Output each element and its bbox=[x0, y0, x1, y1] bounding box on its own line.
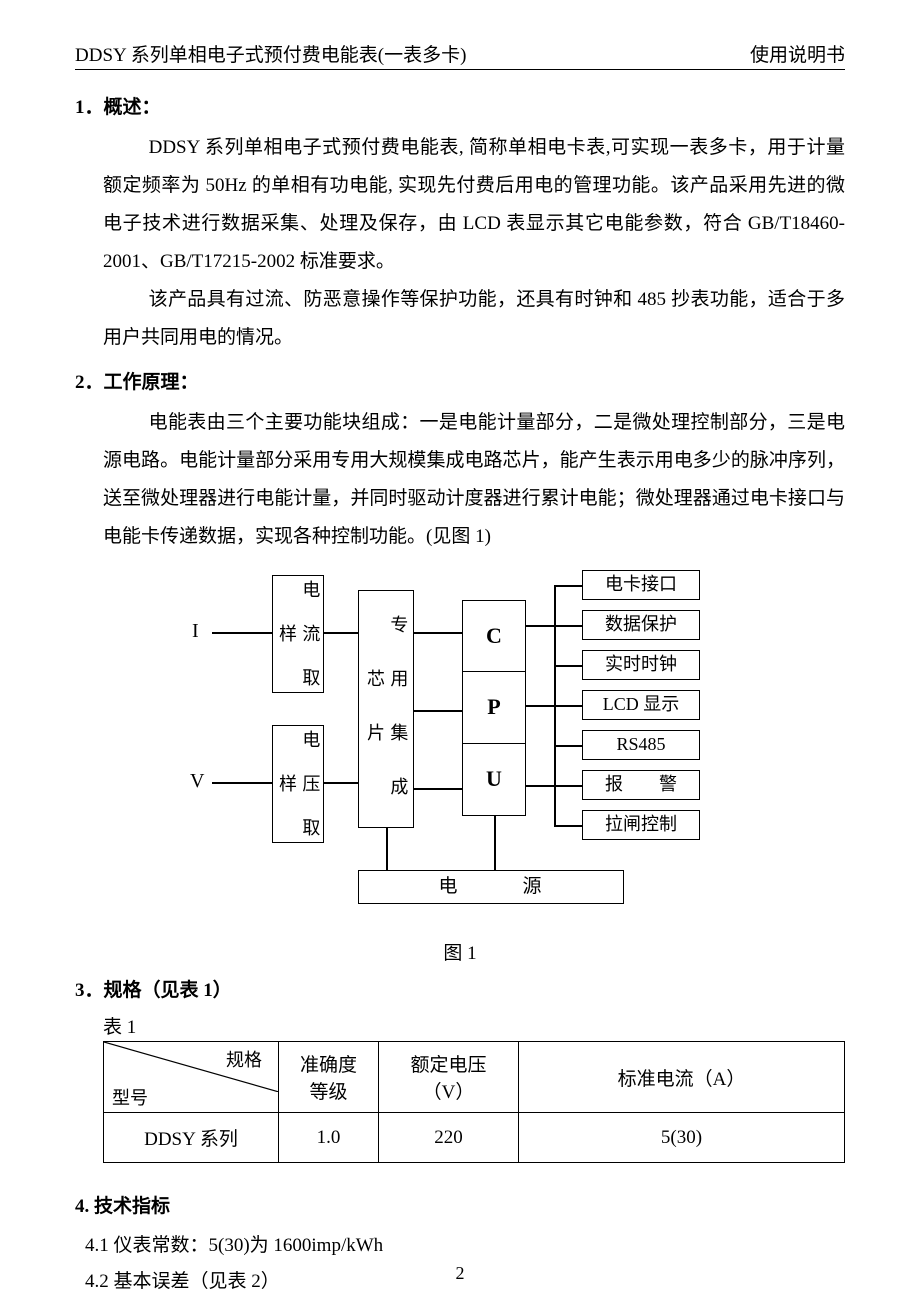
label-I: I bbox=[192, 620, 199, 643]
box-voltage-sample: 电 压 取 样 bbox=[272, 725, 324, 843]
subitem-4-1: 4.1 仪表常数：5(30)为 1600imp/kWh bbox=[85, 1228, 845, 1264]
box-r0: 电卡接口 bbox=[582, 570, 700, 600]
section-1-heading: 1．概述： bbox=[75, 92, 845, 119]
para-2: 该产品具有过流、防恶意操作等保护功能，还具有时钟和 485 抄表功能，适合于多用… bbox=[103, 281, 845, 357]
td-c3: 220 bbox=[379, 1113, 519, 1163]
line-chip-c bbox=[414, 632, 462, 634]
box-r2: 实时时钟 bbox=[582, 650, 700, 680]
section-3-heading: 3．规格（见表 1） bbox=[75, 975, 845, 1002]
figure-1: I V 电 流 取 样 电 压 取 样 专 用 集 成 芯 片 C P U 电卡… bbox=[75, 570, 845, 920]
page-header: DDSY 系列单相电子式预付费电能表(一表多卡) 使用说明书 bbox=[75, 40, 845, 70]
bus-r2 bbox=[554, 665, 582, 667]
box-r4: RS485 bbox=[582, 730, 700, 760]
table-row: DDSY 系列 1.0 220 5(30) bbox=[104, 1113, 845, 1163]
section-4-title: 技术指标 bbox=[94, 1196, 170, 1217]
box-voltage-sample-text: 电 压 取 样 bbox=[275, 726, 322, 842]
box-power: 电 源 bbox=[358, 870, 624, 904]
bus-r5 bbox=[554, 785, 582, 787]
table-1-label: 表 1 bbox=[103, 1012, 845, 1039]
line-V bbox=[212, 782, 272, 784]
th-c3a: 额定电压 bbox=[385, 1050, 512, 1077]
th-c4: 标准电流（A） bbox=[519, 1042, 845, 1113]
line-cs-chip bbox=[324, 632, 358, 634]
bus-r6 bbox=[554, 825, 582, 827]
bus-c3 bbox=[526, 785, 554, 787]
bus-c2 bbox=[526, 705, 554, 707]
line-vs-chip bbox=[324, 782, 358, 784]
para-3: 电能表由三个主要功能块组成：一是电能计量部分，二是微处理控制部分，三是电源电路。… bbox=[103, 404, 845, 556]
table-1: 规格 型号 准确度 等级 额定电压 （V） 标准电流（A） DDSY 系列 1.… bbox=[103, 1041, 845, 1163]
section-1-title: 概述： bbox=[104, 97, 161, 118]
td-c4: 5(30) bbox=[519, 1113, 845, 1163]
bus-r3 bbox=[554, 705, 582, 707]
pwr-line-2 bbox=[494, 816, 496, 870]
header-right: 使用说明书 bbox=[750, 40, 845, 67]
box-current-sample: 电 流 取 样 bbox=[272, 575, 324, 693]
th-c2: 准确度 等级 bbox=[279, 1042, 379, 1113]
box-chip-text: 专 用 集 成 芯 片 bbox=[363, 591, 410, 827]
box-C: C bbox=[462, 600, 526, 672]
section-4-num: 4. bbox=[75, 1196, 89, 1217]
box-chip: 专 用 集 成 芯 片 bbox=[358, 590, 414, 828]
box-r3: LCD 显示 bbox=[582, 690, 700, 720]
th-c3: 额定电压 （V） bbox=[379, 1042, 519, 1113]
box-r1: 数据保护 bbox=[582, 610, 700, 640]
section-2-num: 2． bbox=[75, 372, 104, 393]
diagram-canvas: I V 电 流 取 样 电 压 取 样 专 用 集 成 芯 片 C P U 电卡… bbox=[190, 570, 730, 920]
line-chip-p bbox=[414, 710, 462, 712]
th-diag-top: 规格 bbox=[226, 1046, 262, 1072]
pwr-line-1 bbox=[386, 828, 388, 870]
bus-r0 bbox=[554, 585, 582, 587]
th-diag: 规格 型号 bbox=[104, 1042, 279, 1113]
table-row: 规格 型号 准确度 等级 额定电压 （V） 标准电流（A） bbox=[104, 1042, 845, 1113]
box-P: P bbox=[462, 672, 526, 744]
section-2-title: 工作原理： bbox=[104, 372, 199, 393]
th-c2b: 等级 bbox=[285, 1077, 372, 1104]
line-I bbox=[212, 632, 272, 634]
box-r6: 拉闸控制 bbox=[582, 810, 700, 840]
bus-r4 bbox=[554, 745, 582, 747]
section-1-num: 1． bbox=[75, 97, 104, 118]
th-c3b: （V） bbox=[385, 1077, 512, 1104]
section-4-heading: 4. 技术指标 bbox=[75, 1191, 845, 1218]
label-V: V bbox=[190, 770, 204, 793]
td-c2: 1.0 bbox=[279, 1113, 379, 1163]
page-number: 2 bbox=[0, 1263, 920, 1284]
box-U: U bbox=[462, 744, 526, 816]
bus-c1 bbox=[526, 625, 554, 627]
figure-1-caption: 图 1 bbox=[75, 938, 845, 965]
td-c1: DDSY 系列 bbox=[104, 1113, 279, 1163]
section-3-title: 规格（见表 1） bbox=[104, 980, 232, 1001]
th-diag-bot: 型号 bbox=[112, 1084, 148, 1110]
box-r5: 报 警 bbox=[582, 770, 700, 800]
line-chip-u bbox=[414, 788, 462, 790]
header-left: DDSY 系列单相电子式预付费电能表(一表多卡) bbox=[75, 40, 466, 67]
para-1: DDSY 系列单相电子式预付费电能表, 简称单相电卡表,可实现一表多卡，用于计量… bbox=[103, 129, 845, 281]
th-c2a: 准确度 bbox=[285, 1050, 372, 1077]
section-3-num: 3． bbox=[75, 980, 104, 1001]
bus-r1 bbox=[554, 625, 582, 627]
box-current-sample-text: 电 流 取 样 bbox=[275, 576, 322, 692]
section-2-heading: 2．工作原理： bbox=[75, 367, 845, 394]
